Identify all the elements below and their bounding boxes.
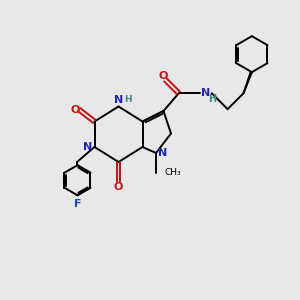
Text: F: F	[74, 199, 81, 208]
Text: N: N	[158, 148, 167, 158]
Text: N: N	[201, 88, 210, 98]
Text: H: H	[208, 94, 216, 103]
Text: CH₃: CH₃	[164, 168, 181, 177]
Text: O: O	[114, 182, 123, 192]
Text: O: O	[71, 105, 80, 115]
Text: N: N	[114, 95, 123, 105]
Text: O: O	[158, 71, 168, 82]
Text: H: H	[124, 95, 132, 104]
Text: N: N	[83, 142, 92, 152]
